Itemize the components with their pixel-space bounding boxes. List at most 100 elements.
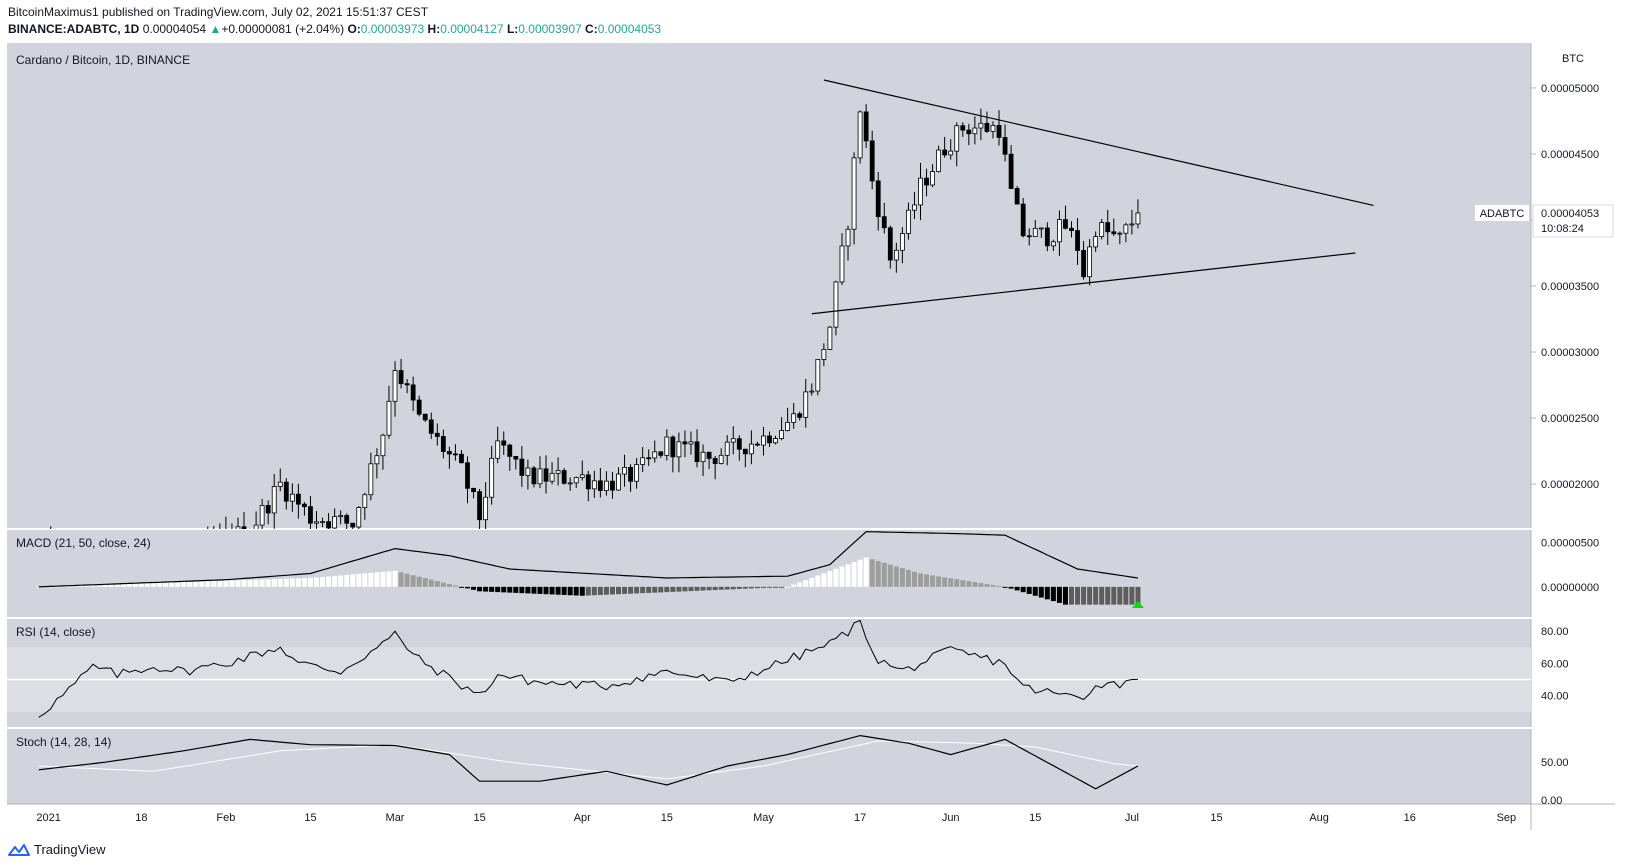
macd-histogram-bar — [114, 584, 120, 587]
candle-body — [628, 466, 633, 482]
candles-group — [50, 104, 1141, 529]
macd-histogram-bar — [567, 586, 573, 596]
macd-histogram-bar — [954, 579, 960, 587]
macd-histogram-bar — [966, 581, 972, 587]
macd-histogram-bar — [603, 586, 609, 595]
candle-body — [404, 383, 410, 386]
candle-body — [821, 348, 827, 360]
candle-body — [984, 122, 990, 132]
candle-body — [368, 463, 374, 496]
last-price-symbol: ADABTC — [1480, 208, 1525, 220]
macd-histogram-bar — [646, 586, 652, 593]
macd-histogram-bar — [495, 586, 501, 593]
macd-histogram-bar — [126, 583, 132, 587]
candle-body — [265, 504, 271, 514]
candle-body — [1063, 219, 1068, 229]
macd-histogram-bar — [404, 573, 410, 587]
candle-body — [954, 125, 960, 152]
price-tick-label: 0.00002000 — [1541, 479, 1599, 491]
macd-histogram-bar — [66, 585, 72, 587]
macd-histogram-bar — [543, 586, 549, 595]
close-value: 0.00004053 — [597, 22, 662, 36]
macd-histogram-bar — [634, 586, 640, 594]
macd-histogram-bar — [235, 580, 241, 587]
candle-body — [857, 111, 863, 159]
macd-histogram-bar — [767, 586, 772, 588]
candle-body — [1038, 227, 1044, 230]
candle-body — [531, 467, 537, 485]
stoch-d-line — [38, 740, 1138, 780]
rsi-tick-label: 60.00 — [1541, 658, 1569, 670]
candle-body — [779, 430, 784, 439]
candle-body — [289, 493, 295, 502]
macd-histogram-bar — [163, 582, 168, 587]
candle-body — [555, 470, 561, 474]
macd-histogram-bar — [628, 586, 634, 594]
macd-histogram-bar — [1111, 586, 1117, 605]
macd-histogram-bar — [730, 586, 736, 590]
open-label: O: — [347, 22, 361, 36]
candle-body — [1008, 153, 1014, 189]
macd-histogram-bar — [1105, 586, 1111, 605]
candle-body — [748, 443, 754, 455]
pane-bg-3 — [7, 728, 1531, 804]
candle-body — [320, 521, 325, 524]
macd-histogram-bar — [785, 586, 791, 588]
candle-body — [851, 157, 857, 230]
macd-histogram-bar — [549, 586, 555, 595]
price-tick-label: 0.00005000 — [1541, 83, 1599, 95]
macd-histogram-bar — [942, 577, 948, 587]
candle-body — [513, 456, 519, 460]
macd-histogram-bar — [797, 582, 803, 587]
candle-body — [344, 515, 350, 524]
macd-histogram-bar — [102, 584, 108, 587]
macd-histogram-bar — [72, 585, 78, 587]
macd-tick-label: 0.00000000 — [1541, 582, 1599, 594]
candle-body — [308, 506, 313, 524]
macd-histogram-bar — [676, 586, 682, 592]
macd-histogram-bar — [1014, 586, 1020, 591]
macd-histogram-bar — [1123, 586, 1129, 605]
macd-histogram-bar — [748, 586, 754, 589]
macd-histogram-bar — [374, 572, 380, 587]
candle-body — [1123, 224, 1129, 234]
currency-label: BTC — [1562, 53, 1584, 65]
macd-histogram-bar — [845, 564, 851, 587]
candle-body — [1111, 231, 1117, 235]
macd-histogram-bar — [1099, 586, 1105, 605]
macd-histogram-bar — [156, 582, 162, 587]
macd-histogram-bar — [960, 580, 966, 587]
time-axis-label: Jun — [942, 812, 960, 824]
macd-histogram-bar — [809, 577, 815, 587]
macd-histogram-bar — [1020, 586, 1026, 593]
candle-body — [362, 494, 368, 508]
candle-body — [803, 391, 809, 418]
candle-body — [930, 171, 935, 186]
macd-histogram-bar — [338, 575, 344, 587]
macd-histogram-bar — [706, 586, 712, 591]
macd-histogram-bar — [36, 586, 42, 588]
candle-body — [1087, 246, 1093, 278]
macd-histogram-bar — [138, 583, 144, 587]
macd-histogram-bar — [446, 583, 452, 587]
macd-histogram-bar — [277, 578, 283, 587]
candle-body — [682, 441, 688, 445]
macd-histogram-bar — [217, 580, 223, 587]
candle-body — [761, 435, 766, 446]
macd-histogram-bar — [670, 586, 676, 592]
candle-body — [634, 464, 640, 482]
tradingview-logo[interactable]: TradingView — [8, 842, 106, 857]
macd-histogram-bar — [253, 579, 259, 587]
candle-body — [332, 516, 338, 529]
time-axis-label: Sep — [1497, 812, 1517, 824]
macd-histogram-bar — [434, 581, 440, 587]
candle-body — [815, 359, 821, 392]
candle-body — [507, 444, 513, 457]
candle-body — [718, 454, 724, 464]
macd-histogram-bar — [150, 583, 156, 587]
candle-body — [446, 451, 452, 455]
main-pane-title: Cardano / Bitcoin, 1D, BINANCE — [16, 53, 190, 67]
candle-body — [1105, 222, 1111, 233]
time-axis-label: Apr — [574, 812, 591, 824]
